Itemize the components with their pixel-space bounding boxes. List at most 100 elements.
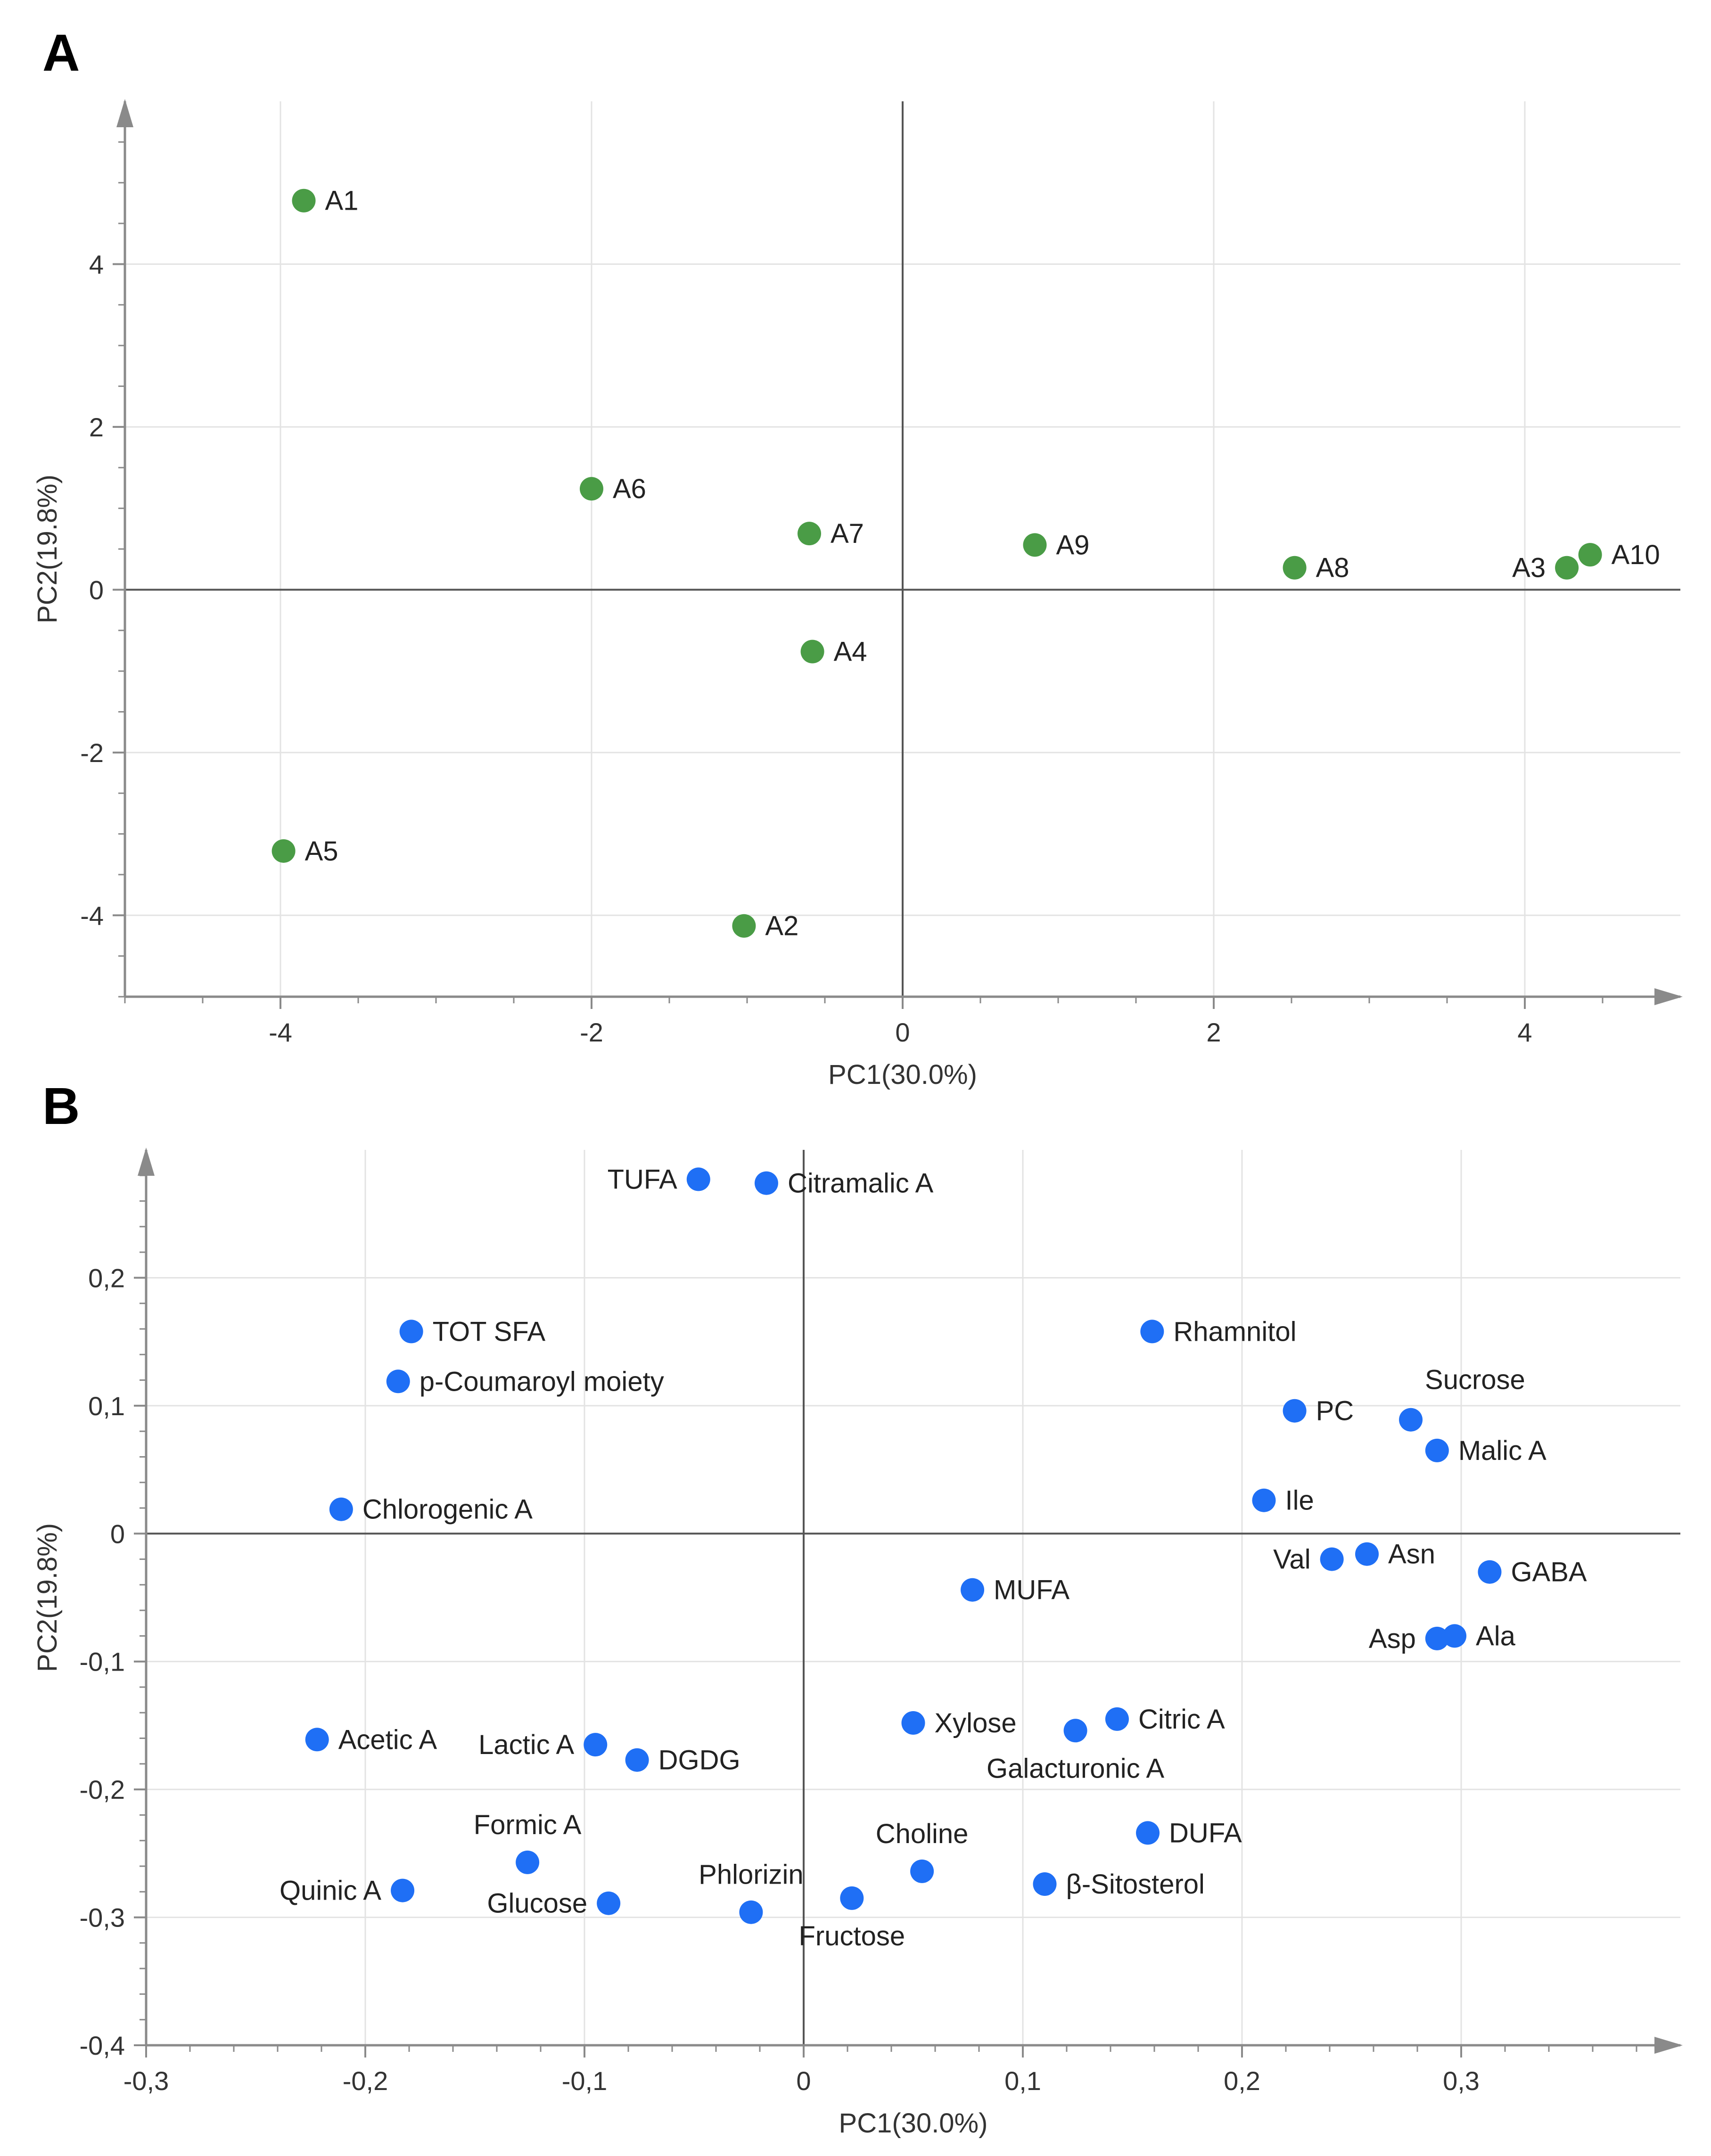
p2-point-citric-a [1105,1707,1129,1731]
p2-point-formic-a [516,1850,540,1874]
p2-point-label-chlorogenic-a: Chlorogenic A [362,1494,533,1525]
p2-point-malic-a [1425,1438,1449,1462]
panel-a-letter: A [42,24,80,82]
p2-point-galacturonic-a [1063,1719,1087,1743]
p2-point-label-citramalic-a: Citramalic A [788,1168,934,1199]
p2-point-dufa [1136,1821,1160,1845]
p2-point-glucose [597,1891,621,1915]
p2-point-pc [1283,1399,1307,1423]
p2-x-tick-label: 0,3 [1443,2066,1480,2096]
p2-point-asn [1355,1542,1379,1566]
p1-x-axis-arrow [1654,988,1683,1005]
p2-point-label-quinic-a: Quinic A [280,1876,381,1906]
p2-point-rhamnitol [1140,1320,1164,1344]
p2-x-tick-label: -0,1 [562,2066,608,2096]
p2-point-label-formic-a: Formic A [474,1810,582,1840]
p2-point-label-val: Val [1273,1544,1311,1575]
p2-point-label-asn: Asn [1388,1539,1435,1570]
p2-x-axis-title: PC1(30.0%) [839,2108,988,2139]
p2-x-axis-arrow [1654,2037,1683,2054]
p2-y-axis-title: PC2(19.8%) [32,1523,63,1672]
p2-point-label-sucrose: Sucrose [1425,1365,1525,1395]
p1-point-label-a10: A10 [1612,540,1660,570]
p1-point-label-a4: A4 [834,637,867,667]
p1-point-a5 [271,839,296,863]
p2-point-fructose [840,1886,864,1910]
p1-y-axis-arrow [116,99,133,127]
p2-x-tick-label: 0 [796,2066,811,2096]
p2-x-tick-label: 0,2 [1224,2066,1260,2096]
p2-point-mufa [961,1578,985,1602]
p1-y-tick-label: 4 [89,249,104,279]
p2-point-label-xylose: Xylose [935,1708,1017,1738]
p2-point-ile [1252,1488,1276,1512]
p2-point-choline [910,1859,934,1883]
p1-x-tick-label: -4 [269,1017,292,1047]
p2-point-tufa [686,1167,710,1191]
p2-point-label-ala: Ala [1476,1621,1516,1651]
p2-y-tick-label: 0,1 [88,1391,125,1421]
p2-point-asp [1425,1626,1449,1650]
p2-point-label-malic-a: Malic A [1458,1435,1546,1466]
p2-point-gaba [1478,1560,1502,1584]
p2-point-label-acetic-a: Acetic A [338,1724,437,1755]
p2-y-tick-label: -0,1 [80,1647,125,1677]
p2-point-label-ile: Ile [1285,1485,1314,1516]
p2-point-p-coumaroyl-moiety [386,1369,410,1394]
p2-point-tot-sfa [399,1320,423,1344]
p1-point-a6 [580,477,603,501]
p1-x-tick-label: 4 [1517,1017,1532,1047]
p2-point-xylose [901,1711,925,1735]
p2-point-label-fructose: Fructose [798,1921,905,1951]
p2-point-acetic-a [305,1728,329,1752]
p2-y-tick-label: 0 [110,1519,125,1549]
p2-point-label-choline: Choline [876,1819,969,1849]
p1-x-tick-label: 2 [1206,1017,1221,1047]
p1-y-tick-label: 0 [89,575,104,605]
p2-point-label-gaba: GABA [1511,1557,1587,1588]
p2-point-label-rhamnitol: Rhamnitol [1173,1316,1296,1347]
p1-point-a1 [292,189,316,213]
p1-y-tick-label: -2 [80,738,104,768]
p2-point-citramalic-a [754,1171,778,1195]
p1-x-axis-title: PC1(30.0%) [828,1059,977,1090]
p2-point-sitosterol [1033,1872,1057,1896]
p2-point-val [1320,1547,1344,1571]
p1-point-a9 [1023,533,1047,557]
p1-point-label-a6: A6 [613,474,646,504]
p1-point-a2 [732,914,756,938]
p2-point-label-glucose: Glucose [487,1888,587,1919]
p2-y-tick-label: -0,4 [80,2031,125,2060]
p1-y-tick-label: -4 [80,901,104,930]
p2-y-tick-label: -0,3 [80,1903,125,1933]
p1-point-label-a2: A2 [765,911,798,942]
p2-point-dgdg [625,1748,649,1772]
p1-point-a10 [1578,543,1602,567]
p2-point-label-sitosterol: β-Sitosterol [1066,1869,1205,1900]
panel-b-letter: B [42,1077,80,1135]
p2-y-tick-label: 0,2 [88,1263,125,1293]
p2-point-label-dgdg: DGDG [658,1745,740,1776]
p2-point-label-galacturonic-a: Galacturonic A [987,1753,1165,1784]
p1-point-label-a9: A9 [1056,530,1090,560]
p1-point-a8 [1283,556,1307,580]
p2-point-label-asp: Asp [1369,1623,1416,1654]
p2-point-label-p-coumaroyl-moiety: p-Coumaroyl moiety [420,1366,664,1397]
p1-point-a7 [798,522,821,546]
p2-point-lactic-a [584,1733,608,1757]
p1-x-tick-label: 0 [895,1017,910,1047]
p2-point-label-phlorizin: Phlorizin [699,1860,803,1890]
p2-point-quinic-a [391,1878,415,1902]
p1-x-tick-label: -2 [580,1017,603,1047]
p1-point-a4 [800,639,824,664]
p1-y-axis-title: PC2(19.8%) [32,475,63,623]
p1-point-label-a7: A7 [831,518,864,549]
p2-point-phlorizin [739,1900,763,1924]
p2-point-label-pc: PC [1316,1396,1354,1426]
p2-y-axis-arrow [138,1148,155,1176]
p2-point-sucrose [1399,1408,1423,1432]
panel-a-scatter: -4 -2 0 2 4 -4 -2 0 2 4 PC1(30.0%) PC2(19.8%) A1 A6 A7… [32,99,1683,1090]
p1-point-label-a1: A1 [325,186,359,216]
p2-x-tick-label: 0,1 [1004,2066,1041,2096]
